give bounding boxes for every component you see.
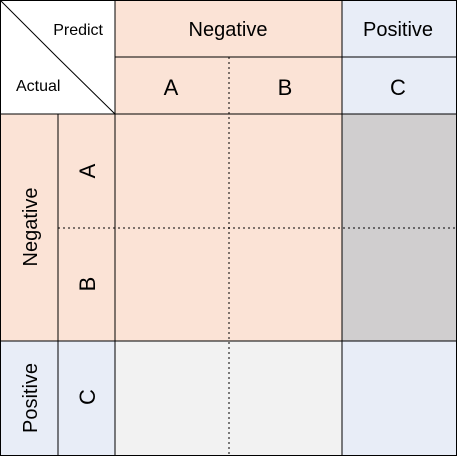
row-group-positive-label: Positive — [20, 363, 42, 433]
row-class-a-cell — [58, 114, 115, 228]
row-class-c-cell — [58, 341, 115, 455]
col-class-b-cell — [229, 57, 342, 114]
corner-predict-label: Predict — [53, 22, 103, 39]
col-group-positive-cell — [342, 1, 456, 57]
corner-actual-label: Actual — [16, 78, 60, 95]
row-group-positive-cell — [1, 341, 58, 455]
row-class-a-label: A — [75, 163, 100, 178]
row-class-c-label: C — [75, 389, 100, 405]
row-group-negative-cell — [1, 114, 58, 341]
true-positive-region — [342, 341, 456, 455]
col-group-negative-label: Negative — [189, 19, 268, 41]
col-class-a-label: A — [164, 75, 179, 100]
row-class-b-label: B — [75, 277, 100, 292]
col-class-c-cell — [342, 57, 456, 114]
row-group-negative-label: Negative — [20, 188, 42, 267]
corner-diagonal-line — [0, 0, 116, 115]
row-class-b-cell — [58, 228, 115, 341]
col-class-b-label: B — [278, 75, 293, 100]
col-class-a-cell — [115, 57, 229, 114]
col-group-negative-cell — [115, 1, 342, 57]
col-group-positive-label: Positive — [363, 19, 433, 41]
col-class-c-label: C — [390, 75, 406, 100]
